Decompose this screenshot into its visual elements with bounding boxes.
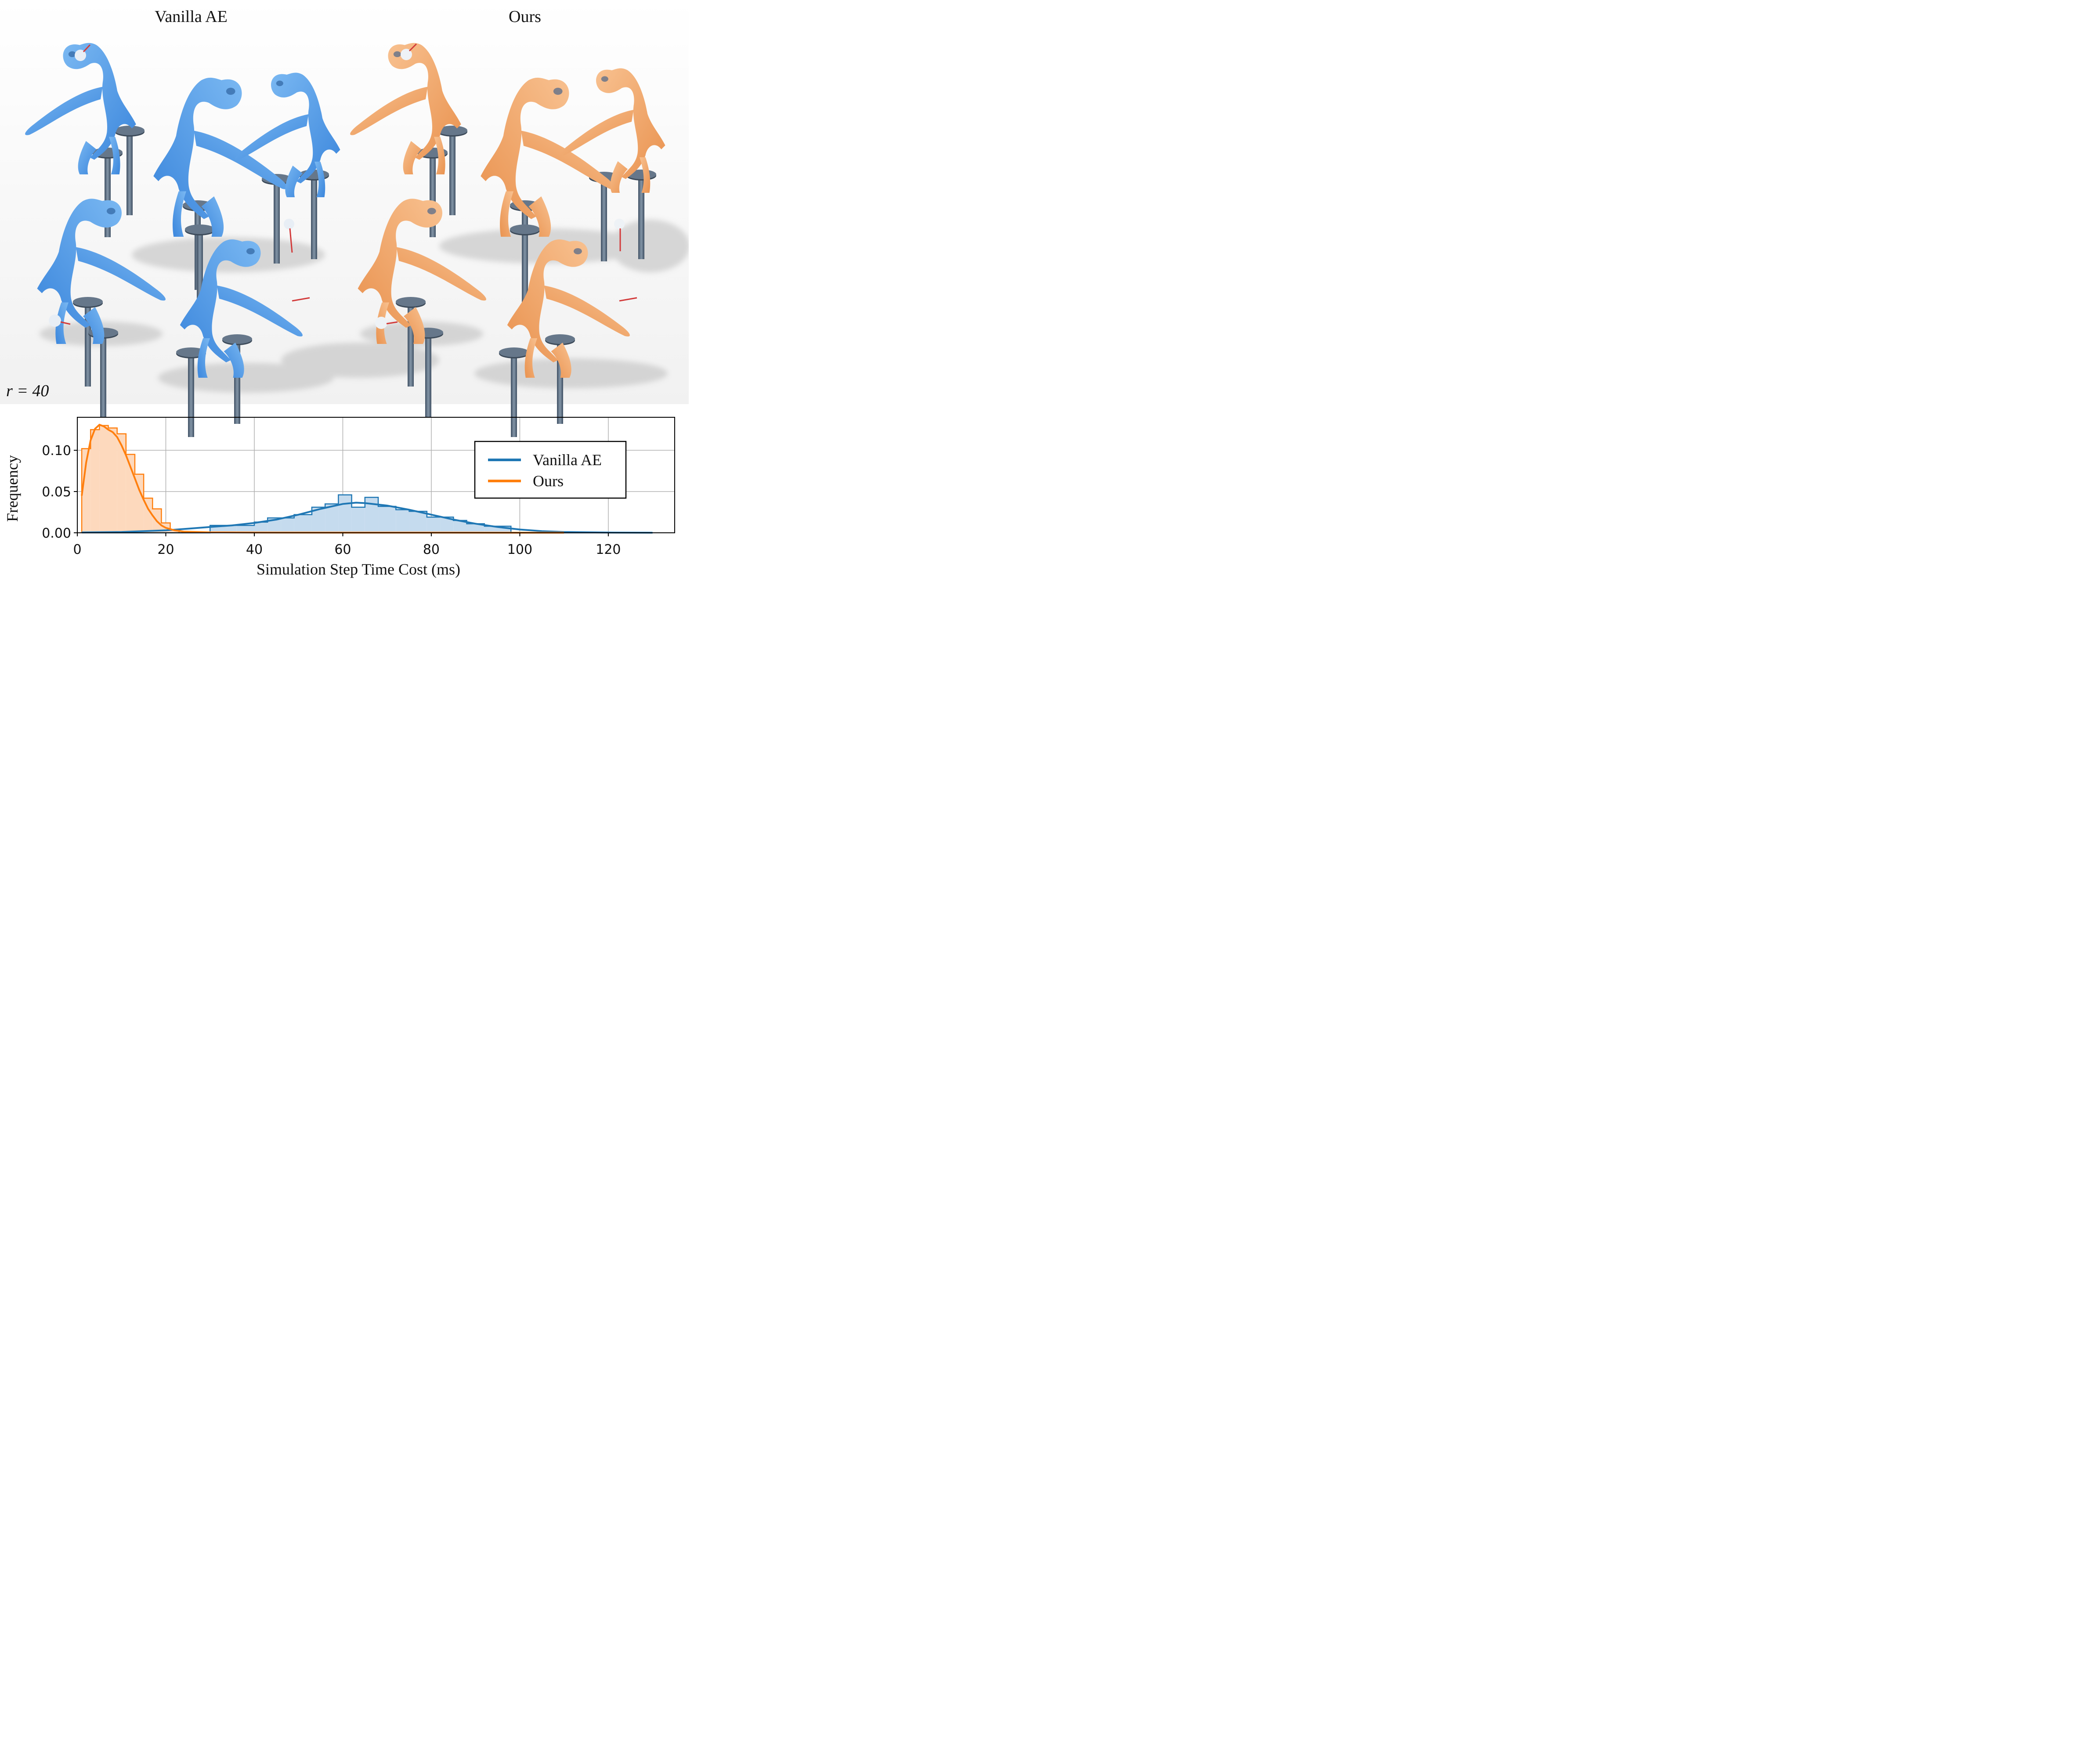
y-tick-label-2: 0.10 [42, 443, 71, 459]
x-tick-label-3: 60 [334, 542, 351, 557]
ours-bar-4 [117, 434, 126, 533]
x-tick-label-5: 100 [507, 542, 532, 557]
legend-label-vanilla-ae: Vanilla AE [533, 451, 602, 469]
ours-bar-2 [99, 425, 108, 533]
legend-label-ours: Ours [533, 472, 564, 490]
vanilla-ae-bar-14 [409, 511, 427, 533]
histogram-chart: 0 20 40 60 80 100 120 0.00 0.05 0.10 Simulation … [4, 417, 675, 578]
x-tick-label-4: 80 [423, 542, 440, 557]
ours-bar-3 [108, 428, 117, 533]
vanilla-ae-bar-5 [281, 518, 294, 533]
legend: Vanilla AE Ours [474, 441, 627, 499]
y-tick-label-0: 0.00 [42, 526, 71, 541]
y-axis-label: Frequency [4, 455, 21, 522]
ours-bar-0 [82, 448, 91, 533]
vanilla-ae-bar-8 [325, 504, 339, 533]
vanilla-ae-bar-3 [254, 522, 268, 533]
x-tick-label-6: 120 [596, 542, 621, 557]
right-title: Ours [509, 7, 541, 26]
ours-bar-6 [134, 474, 144, 533]
x-tick-label-1: 20 [157, 542, 174, 557]
vanilla-ae-bar-18 [466, 524, 484, 533]
vanilla-ae-handles [49, 50, 294, 327]
vanilla-ae-bar-12 [378, 506, 396, 533]
x-axis-ticks: 0 20 40 60 80 100 120 [73, 533, 621, 557]
vanilla-ae-bar-15 [427, 517, 441, 533]
ours-forces [386, 43, 637, 325]
vanilla-ae-bar-10 [351, 507, 365, 533]
plot-frame [77, 417, 675, 533]
ours-handles [375, 49, 625, 329]
vanilla-ae-bar-9 [338, 495, 352, 533]
vanilla-ae-bar-13 [396, 510, 409, 533]
y-tick-label-1: 0.05 [42, 484, 71, 500]
vanilla-ae-kde-line [82, 502, 653, 534]
ours-bar-1 [90, 430, 100, 533]
legend-box [474, 441, 627, 499]
vanilla-ae-bar-6 [294, 514, 312, 533]
left-title: Vanilla AE [155, 7, 228, 26]
ours-bar-7 [144, 498, 153, 533]
x-axis-label: Simulation Step Time Cost (ms) [257, 560, 460, 578]
vanilla-ae-bar-2 [236, 525, 254, 533]
x-tick-label-2: 40 [246, 542, 263, 557]
x-tick-label-0: 0 [73, 542, 81, 557]
parameter-label: r = 40 [6, 382, 49, 400]
ours-bar-outline [81, 425, 180, 533]
y-axis-ticks: 0.00 0.05 0.10 [42, 443, 77, 541]
render-panel: Vanilla AE Ours r = 40 [0, 0, 689, 437]
ours-histogram [81, 425, 180, 533]
figure: Vanilla AE Ours r = 40 0 20 40 60 80 100 120 0… [0, 0, 689, 578]
vanilla-ae-forces [60, 44, 310, 325]
